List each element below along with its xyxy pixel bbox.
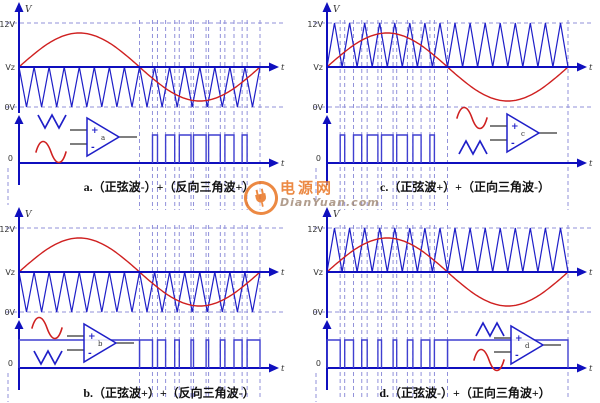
opamp-symbol-d bbox=[510, 324, 545, 366]
axes-d bbox=[322, 207, 587, 390]
axis-label: t bbox=[281, 364, 285, 374]
axes-c bbox=[322, 2, 587, 185]
axis-label: 12V bbox=[307, 225, 323, 234]
sine-wave-icon bbox=[35, 140, 67, 164]
watermark-domain: DianYuan.com bbox=[280, 196, 380, 209]
axis-label: Vz bbox=[313, 63, 323, 72]
plus-input-sign: + bbox=[511, 122, 519, 132]
pulse-train-d bbox=[326, 339, 569, 368]
axis-label: 0 bbox=[8, 154, 13, 163]
axis-label: t bbox=[589, 268, 593, 278]
plus-input-sign: + bbox=[88, 332, 96, 342]
axis-label: 0 bbox=[8, 359, 13, 368]
comparator-b: + -b bbox=[31, 316, 134, 366]
watermark-text: 电源网 DianYuan.com bbox=[280, 181, 380, 209]
comparator-letter: c bbox=[521, 130, 525, 138]
comparator-letter: a bbox=[101, 134, 105, 142]
comparator-c: + -c bbox=[456, 106, 557, 156]
sine-wave-icon bbox=[473, 348, 505, 372]
minus-input-sign: - bbox=[88, 349, 92, 359]
panel-b: V 12V Vz 0V 0 t t + -b bbox=[0, 207, 286, 402]
opamp-symbol-b bbox=[83, 322, 118, 364]
caption-panel-a: a.（正弦波-）+（反向三角波+） bbox=[83, 180, 255, 194]
axis-label: V bbox=[333, 210, 341, 220]
axis-label: t bbox=[281, 63, 285, 73]
dashed-grid-a bbox=[6, 20, 286, 210]
axis-label: 0V bbox=[312, 103, 323, 112]
axis-label: V bbox=[25, 210, 33, 220]
panel-a: V 12V Vz 0V 0 t t + -a bbox=[0, 2, 286, 210]
axis-label: t bbox=[281, 159, 285, 169]
dashed-grid-d bbox=[314, 225, 594, 402]
opamp-symbol-c bbox=[506, 112, 541, 154]
axis-label: 12V bbox=[0, 20, 16, 29]
axis-label: t bbox=[589, 364, 593, 374]
axis-label: 0V bbox=[312, 308, 323, 317]
axis-label: V bbox=[333, 5, 341, 15]
axis-label: 0 bbox=[316, 154, 321, 163]
sine-wave-icon bbox=[456, 106, 488, 130]
plus-input-sign: + bbox=[515, 334, 523, 344]
axis-label: 12V bbox=[0, 225, 16, 234]
comparator-letter: b bbox=[98, 340, 103, 348]
comparator-a: + -a bbox=[35, 113, 137, 164]
opamp-symbol-a bbox=[86, 116, 121, 158]
minus-input-sign: - bbox=[511, 139, 515, 149]
caption-panel-c: c.（正弦波+）+（正向三角波-） bbox=[380, 180, 550, 194]
comparator-letter: d bbox=[525, 342, 530, 350]
axis-label: 0 bbox=[316, 359, 321, 368]
axis-label: 12V bbox=[307, 20, 323, 29]
minus-input-sign: - bbox=[515, 351, 519, 361]
plus-input-sign: + bbox=[91, 126, 99, 136]
axis-label: Vz bbox=[5, 63, 15, 72]
axis-label: t bbox=[281, 268, 285, 278]
sine-wave-icon bbox=[31, 316, 63, 340]
axis-label: t bbox=[589, 159, 593, 169]
axis-label: 0V bbox=[4, 103, 15, 112]
power-plug-icon bbox=[255, 188, 266, 207]
panel-d: V 12V Vz 0V 0 t t + -d bbox=[307, 207, 594, 402]
axis-label: t bbox=[589, 63, 593, 73]
axis-label: 0V bbox=[4, 308, 15, 317]
caption-panel-d: d.（正弦波-）+（正向三角波+） bbox=[379, 386, 551, 400]
triangle-wave-icon bbox=[33, 349, 63, 366]
pulse-train-a bbox=[151, 134, 248, 163]
triangle-wave-icon bbox=[475, 321, 505, 338]
triangle-wave-icon bbox=[458, 139, 488, 156]
axis-label: Vz bbox=[5, 268, 15, 277]
watermark-logo-circle bbox=[240, 177, 282, 219]
minus-input-sign: - bbox=[91, 143, 95, 153]
dashed-grid-b bbox=[6, 225, 286, 402]
axes-b bbox=[14, 207, 279, 390]
panel-c: V 12V Vz 0V 0 t t + -c bbox=[307, 2, 594, 210]
axis-label: V bbox=[25, 5, 33, 15]
pulse-train-c bbox=[339, 134, 436, 163]
caption-panel-b: b.（正弦波+）+（反向三角波-） bbox=[83, 386, 255, 400]
triangle-wave-icon bbox=[37, 113, 67, 130]
comparator-d: + -d bbox=[473, 321, 561, 372]
watermark: 电源网 DianYuan.com bbox=[240, 177, 384, 219]
axis-label: Vz bbox=[313, 268, 323, 277]
watermark-brand: 电源网 bbox=[280, 179, 335, 197]
pulse-train-b bbox=[18, 339, 261, 368]
